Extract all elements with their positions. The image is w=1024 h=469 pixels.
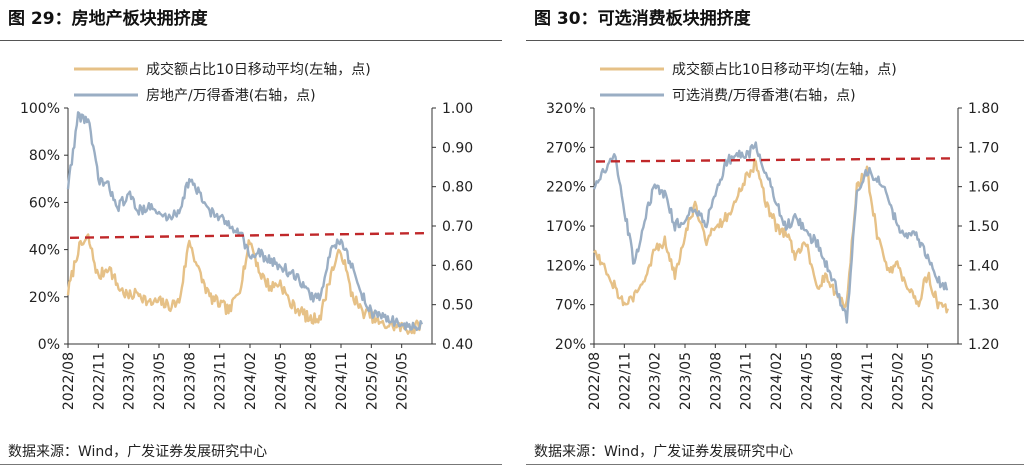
left-tick-label: 0%: [38, 337, 60, 353]
x-tick-label: 2024/02: [769, 352, 785, 410]
reference-line: [69, 231, 431, 239]
legend-label: 可选消费/万得香港(右轴，点): [672, 87, 856, 104]
x-tick-label: 2024/02: [243, 352, 259, 410]
title-divider: [526, 40, 1024, 41]
x-tick-label: 2024/05: [799, 352, 815, 410]
right-tick-label: 1.70: [968, 140, 999, 156]
line-chart: 成交额占比10日移动平均(左轴，点) 可选消费/万得香港(右轴，点) 20% 70% 1…: [546, 61, 999, 410]
left-tick-label: 60%: [29, 195, 60, 211]
left-tick-label: 320%: [546, 101, 586, 117]
left-tick-label: 20%: [555, 337, 586, 353]
bottom-divider: [0, 464, 502, 465]
x-tick-label: 2025/02: [890, 352, 906, 410]
x-tick-label: 2023/05: [152, 352, 168, 410]
legend-label: 成交额占比10日移动平均(左轴，点): [672, 61, 897, 78]
left-tick-label: 70%: [555, 298, 586, 314]
x-tick-label: 2024/11: [860, 352, 876, 410]
right-tick-label: 1.00: [442, 101, 473, 117]
left-tick-label: 270%: [546, 140, 586, 156]
series-line: [66, 233, 423, 335]
left-tick-label: 20%: [29, 290, 60, 306]
source-note: 数据来源：Wind，广发证券发展研究中心: [8, 444, 268, 460]
right-tick-label: 0.80: [442, 180, 473, 196]
left-tick-label: 80%: [29, 148, 60, 164]
chart-panel-left: 图 29：房地产板块拥挤度 成交额占比10日移动平均(左轴，点) 房地产/万得香港…: [0, 0, 502, 469]
right-tick-label: 0.40: [442, 337, 473, 353]
right-tick-label: 1.60: [968, 180, 999, 196]
x-tick-label: 2022/11: [617, 352, 633, 410]
x-tick-label: 2023/02: [648, 352, 664, 410]
figure-title: 图 30：可选消费板块拥挤度: [534, 9, 751, 29]
x-tick-label: 2025/05: [921, 352, 937, 410]
right-tick-label: 1.50: [968, 219, 999, 235]
x-tick-label: 2025/05: [395, 352, 411, 410]
x-tick-label: 2023/08: [708, 352, 724, 410]
x-tick-label: 2023/08: [182, 352, 198, 410]
line-chart: 成交额占比10日移动平均(左轴，点) 房地产/万得香港(右轴，点) 0% 20% 40%…: [20, 61, 473, 410]
source-note: 数据来源：Wind，广发证券发展研究中心: [534, 444, 794, 460]
legend-label: 房地产/万得香港(右轴，点): [146, 87, 316, 104]
right-tick-label: 1.30: [968, 298, 999, 314]
left-tick-label: 220%: [546, 180, 586, 196]
right-tick-label: 1.80: [968, 101, 999, 117]
title-divider: [0, 40, 502, 41]
series-line: [592, 141, 949, 324]
x-tick-label: 2023/11: [739, 352, 755, 410]
figure-title: 图 29：房地产板块拥挤度: [8, 9, 208, 29]
left-tick-label: 170%: [546, 219, 586, 235]
x-tick-label: 2025/02: [364, 352, 380, 410]
right-tick-label: 0.50: [442, 298, 473, 314]
x-tick-label: 2023/11: [213, 352, 229, 410]
right-tick-label: 1.40: [968, 258, 999, 274]
x-tick-label: 2023/02: [122, 352, 138, 410]
x-tick-label: 2024/08: [304, 352, 320, 410]
right-tick-label: 0.90: [442, 140, 473, 156]
x-tick-label: 2022/11: [91, 352, 107, 410]
legend-label: 成交额占比10日移动平均(左轴，点): [146, 61, 371, 78]
x-tick-label: 2024/08: [830, 352, 846, 410]
left-tick-label: 40%: [29, 243, 60, 259]
x-tick-label: 2023/05: [678, 352, 694, 410]
x-tick-label: 2024/11: [334, 352, 350, 410]
bottom-divider: [526, 464, 1024, 465]
chart-panel-right: 图 30：可选消费板块拥挤度 成交额占比10日移动平均(左轴，点) 可选消费/万得…: [526, 0, 1024, 469]
series-line: [593, 158, 950, 314]
x-tick-label: 2022/08: [587, 352, 603, 410]
right-tick-label: 0.60: [442, 258, 473, 274]
left-tick-label: 100%: [20, 101, 60, 117]
right-tick-label: 0.70: [442, 219, 473, 235]
left-tick-label: 120%: [546, 258, 586, 274]
series-line: [66, 111, 424, 332]
reference-line: [595, 157, 957, 163]
right-tick-label: 1.20: [968, 337, 999, 353]
x-tick-label: 2024/05: [273, 352, 289, 410]
x-tick-label: 2022/08: [61, 352, 77, 410]
